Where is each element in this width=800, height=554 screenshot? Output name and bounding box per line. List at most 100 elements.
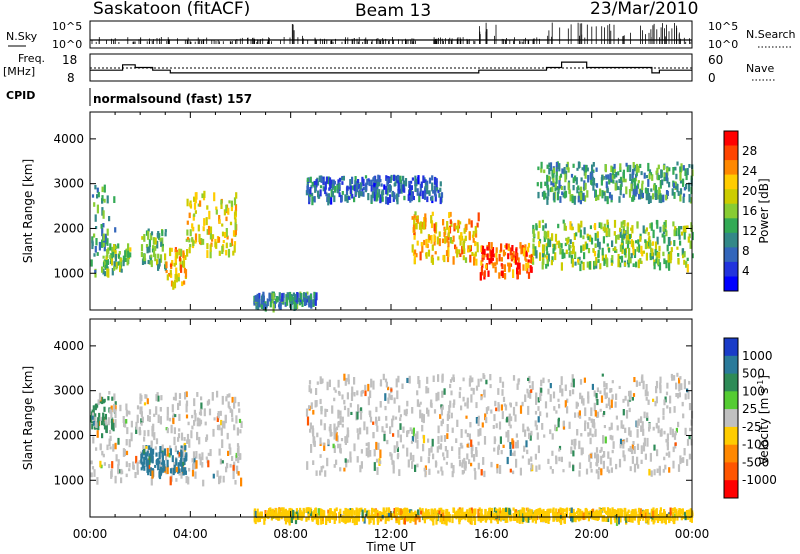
data-cell — [662, 408, 665, 416]
data-cell — [665, 391, 669, 396]
data-cell — [427, 509, 430, 513]
data-cell — [539, 507, 542, 511]
data-cell — [145, 458, 148, 467]
data-cell — [336, 189, 339, 194]
data-cell — [387, 512, 390, 517]
data-cell — [459, 387, 462, 391]
data-cell — [351, 508, 354, 515]
data-cell — [551, 450, 554, 456]
data-cell — [630, 227, 633, 231]
data-cell — [526, 268, 529, 274]
power-colorbar-segment — [724, 218, 738, 234]
data-cell — [298, 302, 301, 306]
data-cell — [92, 420, 96, 426]
data-cell — [422, 175, 425, 183]
data-cell — [411, 512, 414, 519]
data-cell — [168, 452, 171, 458]
data-cell — [418, 222, 422, 230]
data-cell — [556, 241, 559, 245]
data-cell — [234, 204, 238, 212]
data-cell — [198, 233, 201, 243]
data-cell — [493, 414, 496, 422]
data-cell — [528, 254, 531, 258]
data-cell — [232, 464, 235, 473]
data-cell — [397, 511, 401, 516]
data-cell — [602, 226, 605, 232]
data-cell — [626, 511, 629, 520]
data-cell — [192, 214, 195, 221]
data-cell — [175, 267, 178, 277]
data-cell — [463, 457, 466, 461]
data-cell — [304, 292, 307, 297]
data-cell — [576, 429, 579, 436]
data-cell — [640, 171, 643, 176]
data-cell — [399, 508, 402, 516]
data-cell — [537, 231, 540, 240]
data-cell — [420, 510, 423, 515]
data-cell — [515, 458, 518, 468]
data-cell — [192, 463, 195, 471]
data-cell — [598, 509, 601, 514]
data-cell — [480, 469, 483, 476]
data-cell — [436, 446, 439, 453]
data-cell — [663, 456, 666, 461]
data-cell — [469, 254, 472, 263]
data-cell — [183, 437, 186, 441]
data-cell — [505, 243, 508, 250]
data-cell — [474, 225, 477, 234]
data-cell — [684, 393, 687, 400]
data-cell — [185, 414, 189, 419]
data-cell — [194, 192, 197, 198]
data-cell — [405, 516, 408, 521]
data-cell — [636, 443, 640, 450]
data-cell — [622, 450, 625, 458]
data-cell — [495, 423, 498, 429]
data-cell — [430, 235, 433, 244]
data-cell — [428, 468, 431, 475]
data-cell — [199, 411, 203, 416]
data-cell — [443, 435, 447, 442]
data-cell — [609, 508, 612, 512]
data-cell — [405, 408, 408, 415]
data-cell — [628, 407, 631, 413]
velocity-colorbar-label: Velocity [m s-1] — [756, 375, 771, 465]
data-cell — [632, 263, 635, 267]
data-cell — [275, 508, 278, 514]
data-cell — [180, 432, 184, 441]
data-cell — [417, 175, 420, 184]
data-cell — [640, 260, 643, 264]
data-cell — [101, 450, 104, 456]
data-cell — [602, 236, 605, 244]
data-cell — [143, 430, 146, 437]
data-cell — [395, 193, 398, 200]
data-cell — [140, 244, 144, 252]
data-cell — [665, 172, 668, 181]
data-cell — [180, 449, 183, 458]
data-cell — [233, 244, 236, 253]
data-cell — [413, 214, 416, 220]
data-cell — [304, 296, 307, 302]
data-cell — [546, 251, 549, 255]
data-cell — [227, 450, 230, 456]
data-cell — [455, 438, 458, 443]
data-cell — [557, 223, 560, 229]
data-cell — [544, 401, 548, 409]
data-cell — [99, 443, 102, 451]
data-cell — [440, 406, 443, 416]
data-cell — [501, 270, 504, 277]
data-cell — [113, 403, 116, 413]
data-cell — [639, 508, 642, 517]
data-cell — [154, 464, 157, 468]
data-cell — [103, 243, 106, 252]
data-cell — [578, 440, 581, 450]
data-cell — [600, 222, 603, 230]
x-axis: 00:00 04:00 08:00 12:00 16:00 20:00 00:00 — [73, 527, 710, 541]
data-cell — [202, 238, 205, 245]
data-cell — [530, 463, 533, 470]
data-cell — [543, 169, 546, 174]
data-cell — [564, 400, 567, 408]
data-cell — [389, 452, 392, 457]
data-cell — [156, 259, 159, 266]
data-cell — [259, 511, 262, 516]
